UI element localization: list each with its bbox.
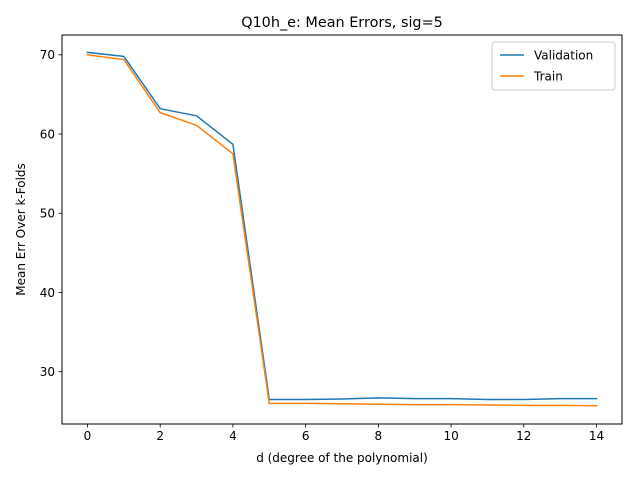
x-tick-label: 14 (589, 429, 604, 443)
legend-box (491, 41, 616, 91)
series-line-train (86, 53, 598, 407)
y-axis: 30 40 50 60 70 (40, 48, 62, 379)
x-tick-label: 2 (156, 429, 164, 443)
legend: Validation Train (491, 41, 616, 91)
x-axis: 0 2 4 6 8 10 12 14 (84, 424, 604, 443)
x-tick-label: 6 (302, 429, 310, 443)
x-tick-label: 0 (84, 429, 92, 443)
y-tick-label: 30 (40, 365, 55, 379)
y-tick-label: 50 (40, 207, 55, 221)
plot-frame (61, 34, 623, 425)
x-tick-label: 10 (443, 429, 458, 443)
legend-label-validation: Validation (534, 49, 593, 63)
x-tick-label: 4 (229, 429, 237, 443)
chart-title: Q10h_e: Mean Errors, sig=5 (241, 15, 443, 31)
legend-label-train: Train (533, 70, 563, 84)
y-tick-label: 70 (40, 48, 55, 62)
y-tick-label: 40 (40, 286, 55, 300)
y-tick-label: 60 (40, 127, 55, 141)
series-line-validation (86, 51, 598, 401)
y-axis-label: Mean Err Over k-Folds (14, 163, 28, 296)
x-tick-label: 8 (375, 429, 383, 443)
x-tick-label: 12 (516, 429, 531, 443)
x-axis-label: d (degree of the polynomial) (256, 451, 428, 465)
series-layer (86, 51, 598, 407)
